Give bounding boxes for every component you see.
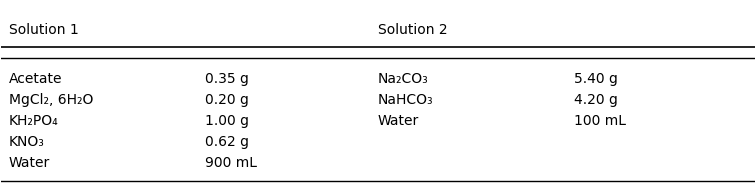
Text: 0.62 g: 0.62 g: [205, 135, 249, 149]
Text: Solution 1: Solution 1: [9, 23, 79, 37]
Text: Na₂CO₃: Na₂CO₃: [378, 72, 429, 86]
Text: 0.20 g: 0.20 g: [205, 93, 249, 107]
Text: Water: Water: [9, 156, 50, 170]
Text: NaHCO₃: NaHCO₃: [378, 93, 434, 107]
Text: 4.20 g: 4.20 g: [574, 93, 618, 107]
Text: 100 mL: 100 mL: [574, 114, 626, 128]
Text: KNO₃: KNO₃: [9, 135, 45, 149]
Text: 5.40 g: 5.40 g: [574, 72, 618, 86]
Text: KH₂PO₄: KH₂PO₄: [9, 114, 59, 128]
Text: 1.00 g: 1.00 g: [205, 114, 249, 128]
Text: Solution 2: Solution 2: [378, 23, 448, 37]
Text: MgCl₂, 6H₂O: MgCl₂, 6H₂O: [9, 93, 93, 107]
Text: Acetate: Acetate: [9, 72, 63, 86]
Text: 900 mL: 900 mL: [205, 156, 257, 170]
Text: 0.35 g: 0.35 g: [205, 72, 249, 86]
Text: Water: Water: [378, 114, 420, 128]
